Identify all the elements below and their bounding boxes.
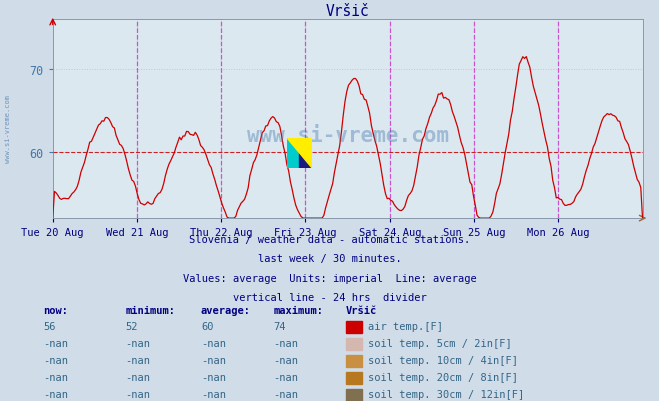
Text: Values: average  Units: imperial  Line: average: Values: average Units: imperial Line: av…	[183, 273, 476, 283]
Text: vertical line - 24 hrs  divider: vertical line - 24 hrs divider	[233, 292, 426, 302]
Title: Vršič: Vršič	[326, 4, 370, 19]
Text: Slovenia / weather data - automatic stations.: Slovenia / weather data - automatic stat…	[189, 235, 470, 245]
Bar	[299, 138, 312, 168]
Text: last week / 30 minutes.: last week / 30 minutes.	[258, 254, 401, 264]
Text: maximum:: maximum:	[273, 305, 324, 315]
Text: soil temp. 20cm / 8in[F]: soil temp. 20cm / 8in[F]	[368, 372, 518, 382]
Text: minimum:: minimum:	[125, 305, 175, 315]
Text: now:: now:	[43, 305, 68, 315]
Text: -nan: -nan	[201, 389, 226, 399]
Text: 74: 74	[273, 322, 286, 332]
Text: www.si-vreme.com: www.si-vreme.com	[246, 125, 449, 145]
Text: -nan: -nan	[43, 372, 68, 382]
Polygon shape	[287, 138, 312, 168]
Text: air temp.[F]: air temp.[F]	[368, 322, 443, 332]
Text: -nan: -nan	[43, 355, 68, 365]
Text: -nan: -nan	[273, 372, 299, 382]
Text: -nan: -nan	[43, 338, 68, 348]
Text: -nan: -nan	[201, 355, 226, 365]
Text: -nan: -nan	[125, 389, 150, 399]
Text: soil temp. 10cm / 4in[F]: soil temp. 10cm / 4in[F]	[368, 355, 518, 365]
Text: -nan: -nan	[273, 338, 299, 348]
Text: 56: 56	[43, 322, 55, 332]
Text: -nan: -nan	[201, 372, 226, 382]
Text: -nan: -nan	[273, 389, 299, 399]
Text: soil temp. 5cm / 2in[F]: soil temp. 5cm / 2in[F]	[368, 338, 511, 348]
Text: Vršič: Vršič	[346, 305, 377, 315]
Text: soil temp. 30cm / 12in[F]: soil temp. 30cm / 12in[F]	[368, 389, 524, 399]
Bar	[287, 138, 299, 168]
Text: 52: 52	[125, 322, 138, 332]
Text: 60: 60	[201, 322, 214, 332]
Text: -nan: -nan	[125, 355, 150, 365]
Text: -nan: -nan	[201, 338, 226, 348]
Text: -nan: -nan	[273, 355, 299, 365]
Text: -nan: -nan	[125, 338, 150, 348]
Text: www.si-vreme.com: www.si-vreme.com	[5, 94, 11, 162]
Text: -nan: -nan	[125, 372, 150, 382]
Text: -nan: -nan	[43, 389, 68, 399]
Text: average:: average:	[201, 305, 251, 315]
